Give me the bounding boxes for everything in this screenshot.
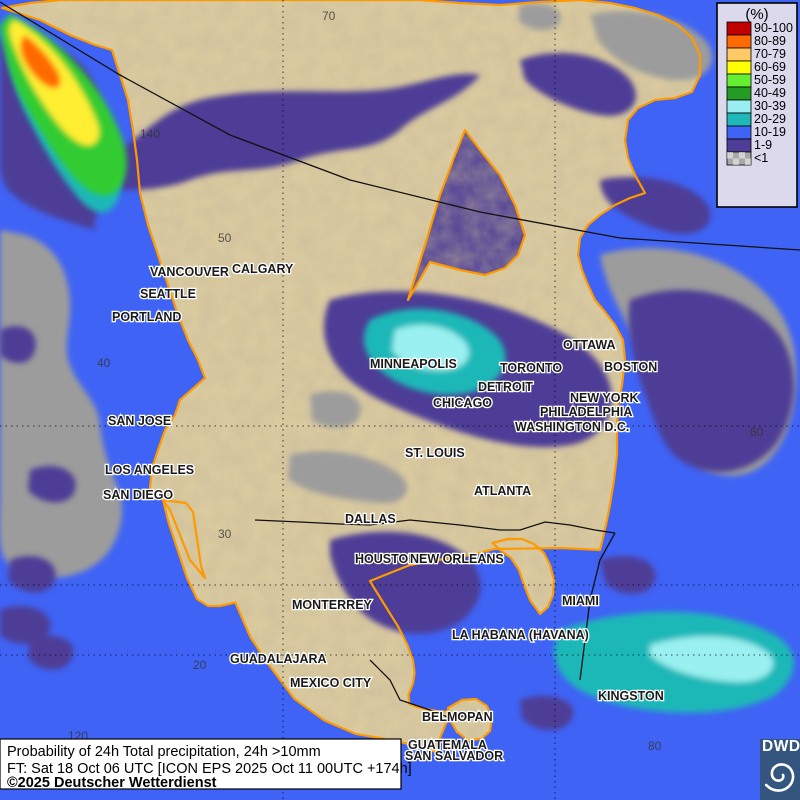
svg-text:BELMOPAN: BELMOPAN — [422, 710, 493, 724]
svg-text:ST. LOUIS: ST. LOUIS — [405, 446, 465, 460]
svg-text:DWD: DWD — [762, 738, 800, 755]
svg-text:MIAMI: MIAMI — [562, 594, 599, 608]
svg-text:GUADALAJARA: GUADALAJARA — [230, 652, 327, 666]
svg-text:20: 20 — [193, 658, 207, 672]
svg-text:KINGSTON: KINGSTON — [598, 689, 664, 703]
svg-text:40: 40 — [97, 356, 111, 370]
svg-text:<1: <1 — [754, 151, 768, 165]
svg-text:ATLANTA: ATLANTA — [474, 484, 531, 498]
svg-text:MINNEAPOLIS: MINNEAPOLIS — [370, 357, 457, 371]
svg-text:CHICAGO: CHICAGO — [433, 396, 492, 410]
svg-text:30-39: 30-39 — [754, 99, 786, 113]
svg-text:SAN DIEGO: SAN DIEGO — [103, 488, 173, 502]
svg-text:70: 70 — [322, 9, 336, 23]
svg-text:SAN JOSE: SAN JOSE — [108, 414, 171, 428]
svg-text:50: 50 — [218, 231, 232, 245]
svg-text:70-79: 70-79 — [754, 47, 786, 61]
svg-text:140: 140 — [140, 127, 160, 141]
svg-text:20-29: 20-29 — [754, 112, 786, 126]
svg-text:©2025 Deutscher Wetterdienst: ©2025 Deutscher Wetterdienst — [7, 775, 217, 791]
svg-text:80: 80 — [648, 739, 662, 753]
svg-text:OTTAWA: OTTAWA — [563, 338, 616, 352]
svg-text:SAN SALVADOR: SAN SALVADOR — [405, 749, 503, 763]
svg-text:PORTLAND: PORTLAND — [112, 310, 181, 324]
svg-text:90-100: 90-100 — [754, 21, 793, 35]
svg-text:80-89: 80-89 — [754, 34, 786, 48]
svg-text:PHILADELPHIA: PHILADELPHIA — [540, 405, 632, 419]
svg-text:MEXICO CITY: MEXICO CITY — [290, 676, 372, 690]
svg-text:WASHINGTON D.C.: WASHINGTON D.C. — [515, 420, 629, 434]
svg-text:SEATTLE: SEATTLE — [140, 287, 196, 301]
svg-text:LOS ANGELES: LOS ANGELES — [105, 463, 194, 477]
svg-text:LA HABANA (HAVANA): LA HABANA (HAVANA) — [452, 628, 589, 642]
svg-text:10-19: 10-19 — [754, 125, 786, 139]
svg-text:40-49: 40-49 — [754, 86, 786, 100]
svg-text:MONTERREY: MONTERREY — [292, 598, 373, 612]
svg-text:Probability of 24h Total preci: Probability of 24h Total precipitation, … — [7, 744, 321, 760]
svg-text:DALLAS: DALLAS — [345, 512, 396, 526]
svg-text:CALGARY: CALGARY — [232, 262, 294, 276]
svg-text:BOSTON: BOSTON — [604, 360, 657, 374]
svg-text:TORONTO: TORONTO — [500, 361, 562, 375]
svg-text:1-9: 1-9 — [754, 138, 772, 152]
svg-text:60-69: 60-69 — [754, 60, 786, 74]
svg-text:VANCOUVER: VANCOUVER — [150, 265, 229, 279]
svg-text:NEW ORLEANS: NEW ORLEANS — [410, 552, 504, 566]
svg-text:50-59: 50-59 — [754, 73, 786, 87]
svg-text:NEW YORK: NEW YORK — [570, 391, 639, 405]
svg-text:60: 60 — [750, 425, 764, 439]
svg-text:HOUSTON: HOUSTON — [355, 552, 417, 566]
svg-text:DETROIT: DETROIT — [478, 380, 533, 394]
svg-text:30: 30 — [218, 527, 232, 541]
